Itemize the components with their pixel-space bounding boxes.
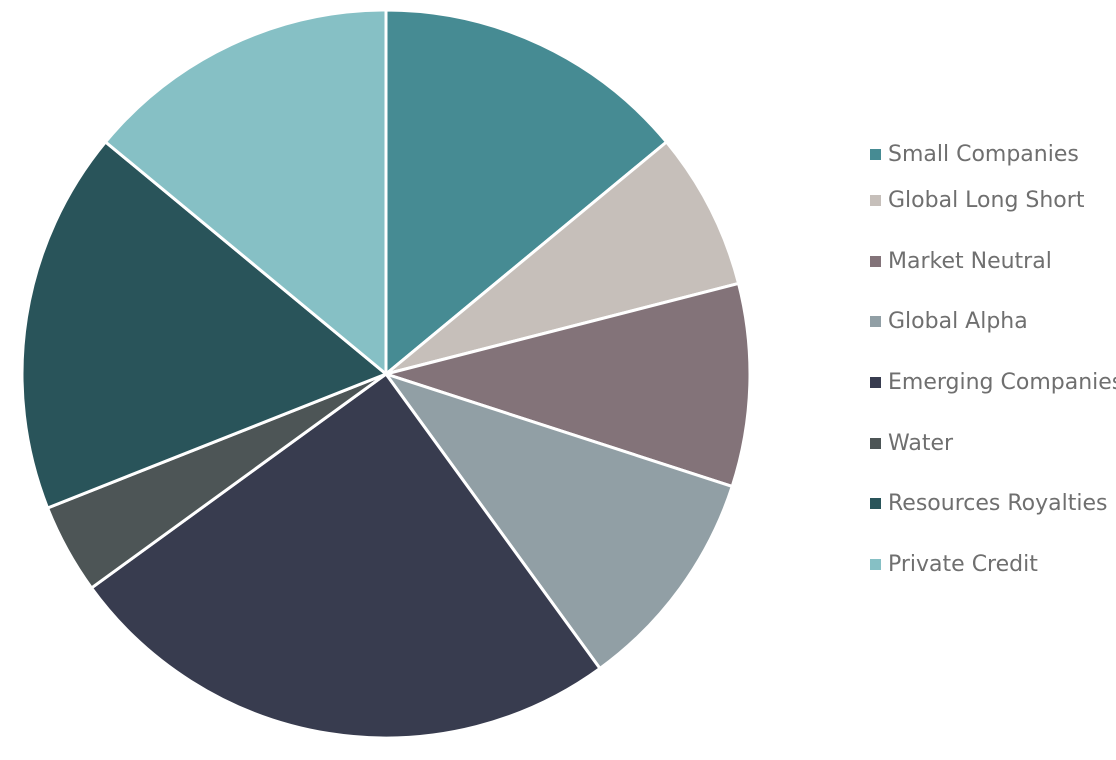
legend-label: Private Credit <box>888 551 1038 577</box>
legend-item: Market Neutral <box>870 231 1116 292</box>
legend-swatch <box>870 255 881 267</box>
legend-item: Emerging Companies <box>870 352 1116 413</box>
legend-swatch <box>870 376 881 388</box>
pie-slice-resources-royalties <box>20 140 388 510</box>
legend-item: Resources Royalties <box>870 473 1116 534</box>
legend-swatch <box>870 437 881 449</box>
legend-label: Global Alpha <box>888 309 1028 335</box>
legend-label: Small Companies <box>888 141 1079 167</box>
legend-label: Global Long Short <box>888 187 1085 213</box>
legend-label: Market Neutral <box>888 248 1052 274</box>
legend-item: Global Long Short <box>870 170 1116 231</box>
legend-label: Resources Royalties <box>888 491 1108 517</box>
legend-swatch <box>870 148 881 160</box>
pie-slice-private-credit <box>104 8 388 376</box>
legend-swatch <box>870 558 881 570</box>
legend-label: Emerging Companies <box>888 369 1116 395</box>
pie-slice-global-alpha <box>384 372 734 670</box>
legend-item: Water <box>870 413 1116 474</box>
chart-legend: Small Companies Global Long Short Market N… <box>870 138 1116 595</box>
legend-item: Private Credit <box>870 534 1116 595</box>
pie-slice-small-companies <box>384 8 668 376</box>
legend-swatch <box>870 498 881 510</box>
legend-swatch <box>870 194 881 206</box>
pie-slice-emerging-companies <box>90 372 602 740</box>
pie-chart <box>20 8 752 740</box>
pie-slice-global-long-short <box>384 140 741 376</box>
pie-slice-market-neutral <box>384 281 752 488</box>
legend-label: Water <box>888 430 954 456</box>
legend-swatch <box>870 316 881 328</box>
legend-item: Global Alpha <box>870 291 1116 352</box>
legend-item: Small Companies <box>870 138 1116 170</box>
